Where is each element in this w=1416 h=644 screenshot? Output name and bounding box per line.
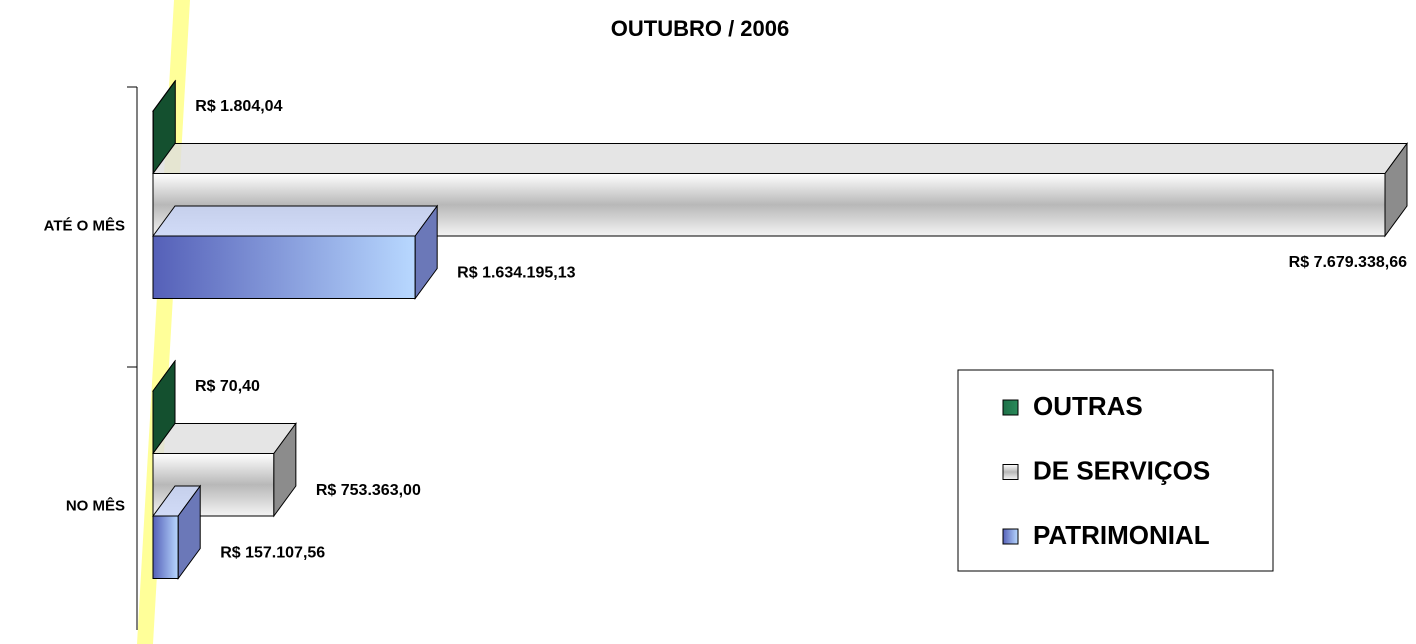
bar-top <box>152 423 297 454</box>
value-label: R$ 753.363,00 <box>316 482 421 499</box>
category-label: ATÉ O MÊS <box>44 217 125 235</box>
legend-label: OUTRAS <box>1033 391 1143 421</box>
bar <box>152 235 416 299</box>
bar-side <box>177 484 201 581</box>
value-label: R$ 7.679.338,66 <box>1289 254 1407 271</box>
category-label: NO MÊS <box>66 497 125 515</box>
bar-side <box>273 421 297 518</box>
bar <box>152 515 179 579</box>
legend-swatch <box>1002 464 1019 480</box>
bar-side <box>1384 141 1408 238</box>
legend-swatch <box>1002 399 1019 416</box>
value-label: R$ 157.107,56 <box>220 545 325 562</box>
legend-swatch <box>1002 528 1019 545</box>
value-label: R$ 1.634.195,13 <box>457 265 575 282</box>
bar-top <box>152 205 439 237</box>
legend-label: PATRIMONIAL <box>1033 520 1210 550</box>
chart-title: OUTUBRO / 2006 <box>611 16 790 41</box>
value-label: R$ 1.804,04 <box>195 98 282 115</box>
legend-label: DE SERVIÇOS <box>1033 455 1210 485</box>
bar-top <box>152 143 1408 174</box>
value-label: R$ 70,40 <box>195 378 260 395</box>
bar-side <box>414 204 438 301</box>
